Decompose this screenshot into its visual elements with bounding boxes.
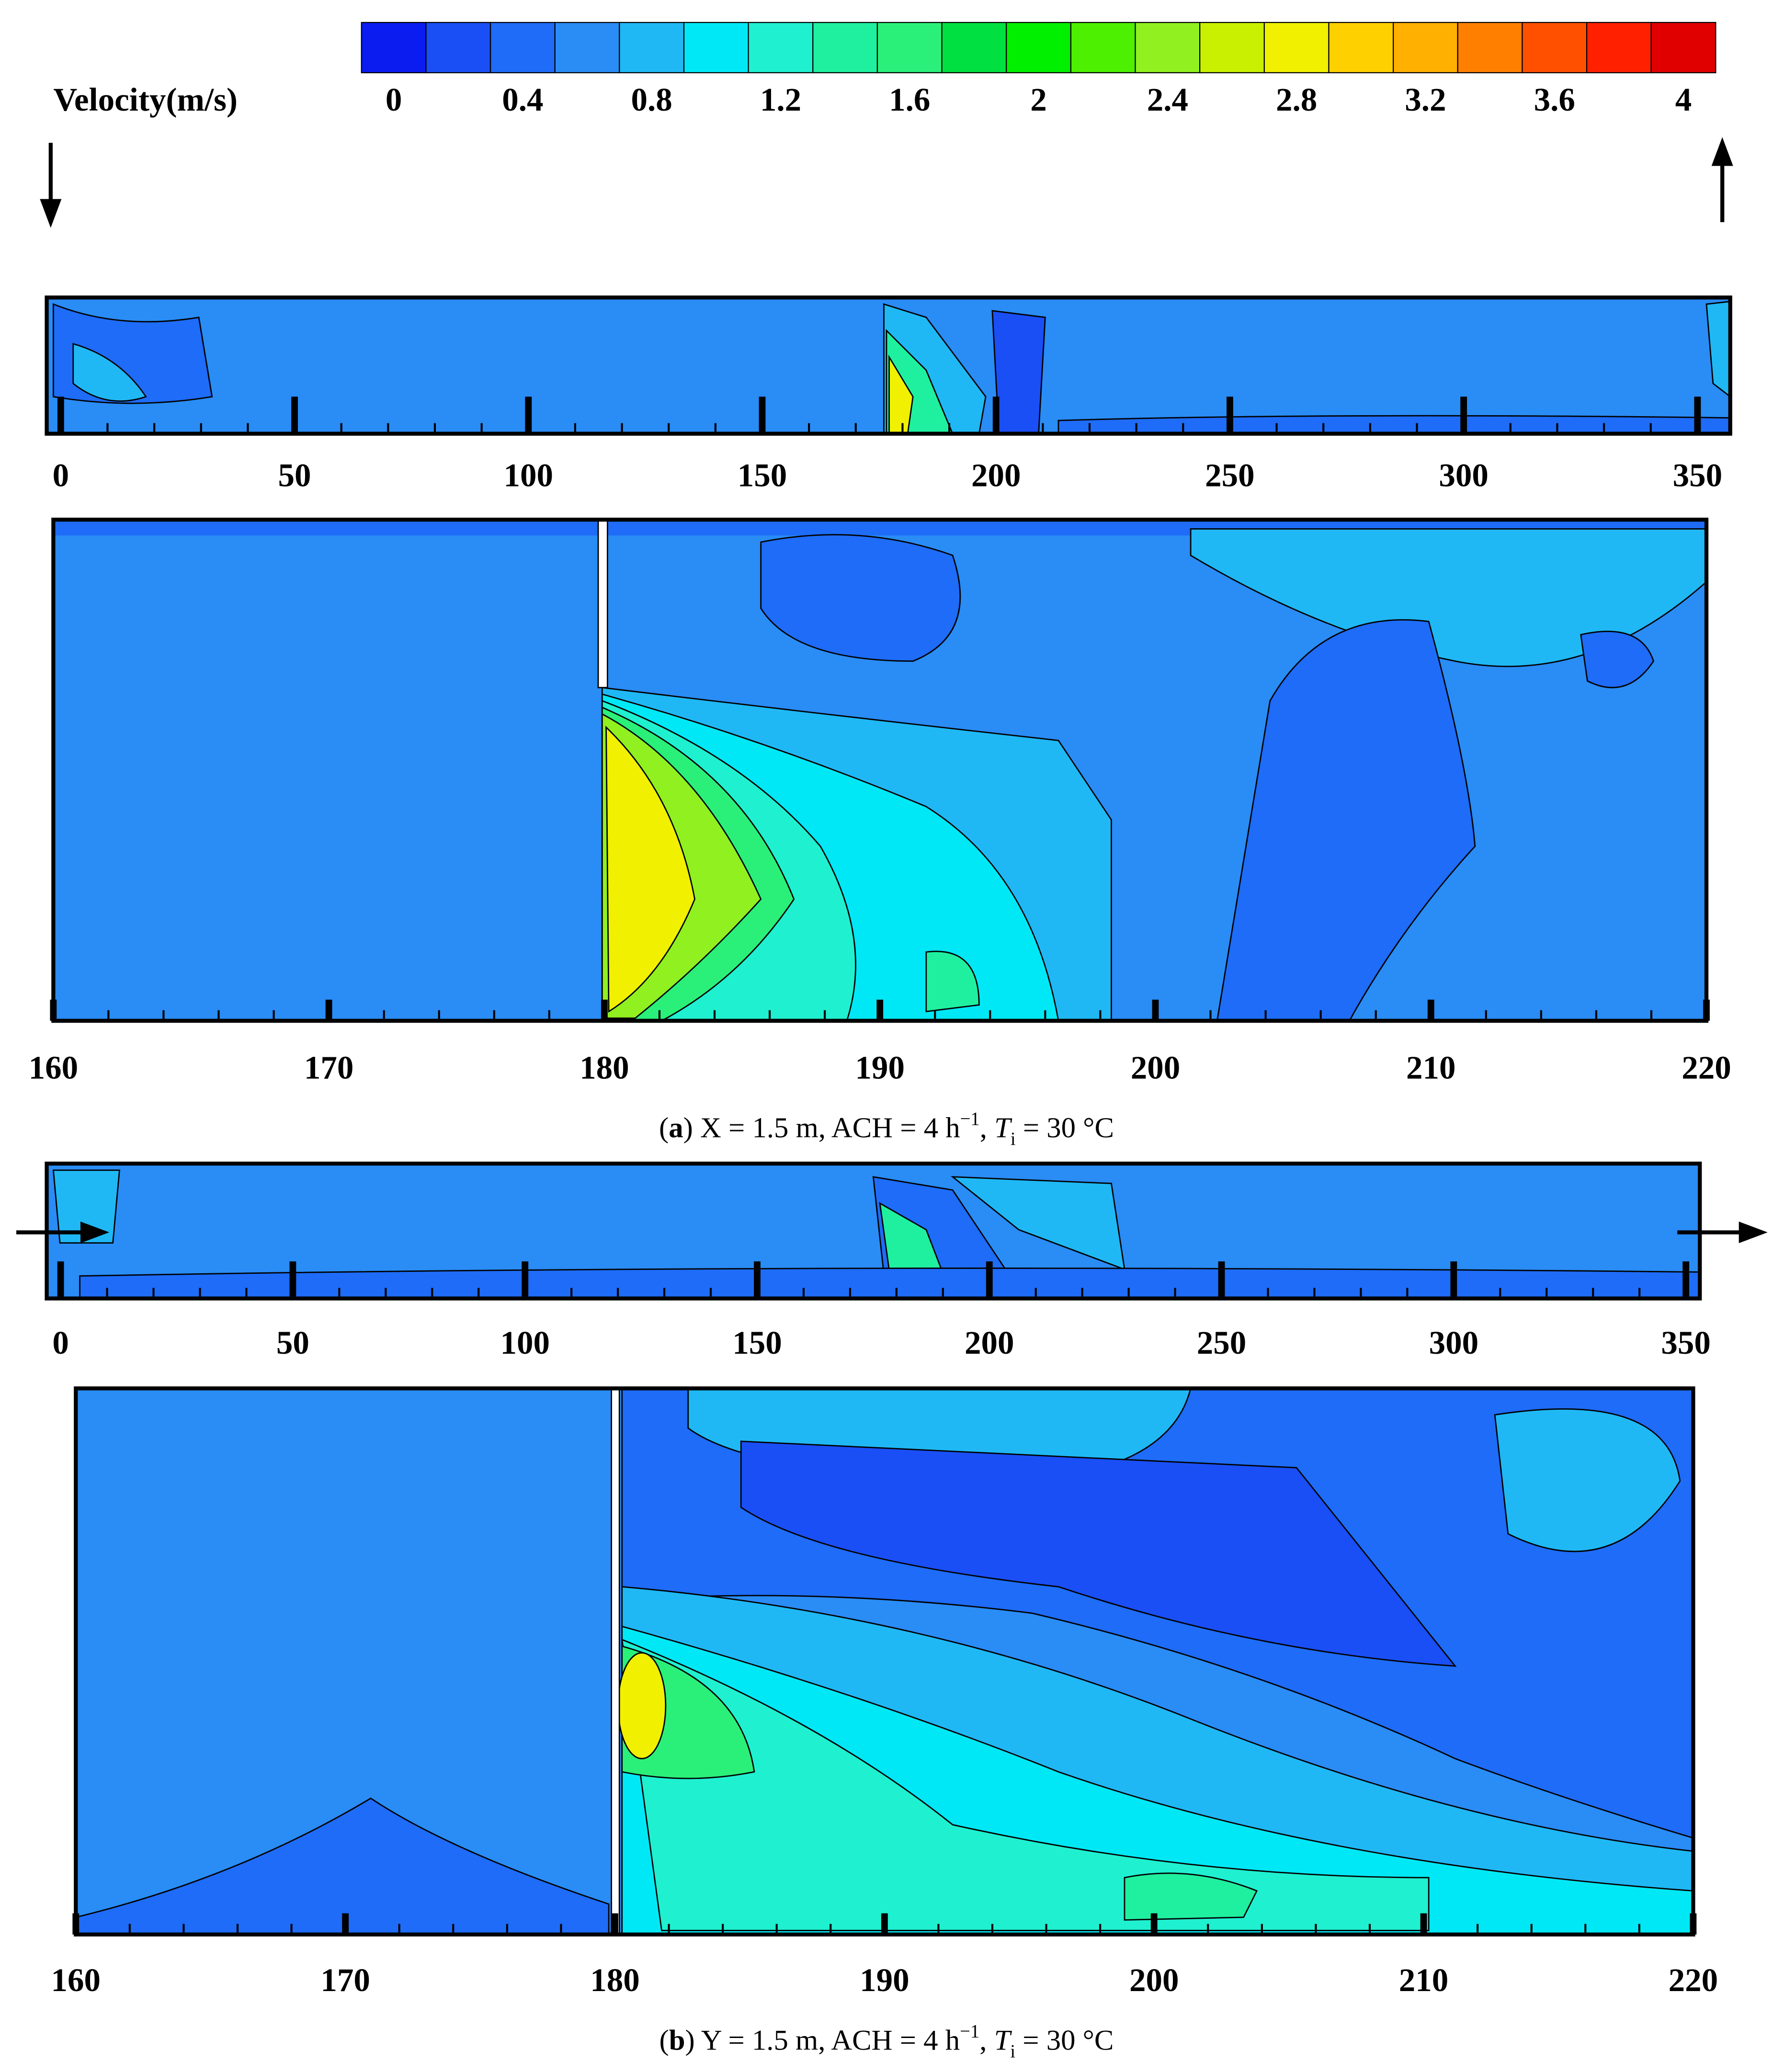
colorbar-swatch: [1457, 22, 1523, 73]
caption-part: T: [994, 1112, 1012, 1144]
x-tick-label: 200: [965, 1324, 1014, 1361]
x-tick-label: 180: [590, 1961, 640, 1998]
colorbar-swatch: [941, 22, 1007, 73]
colorbar-tick-label: 0: [386, 81, 402, 118]
caption-part: −1: [960, 2021, 979, 2041]
x-tick-label: 180: [580, 1049, 629, 1086]
x-tick-label: 350: [1673, 456, 1723, 493]
x-tick-label: 300: [1429, 1324, 1479, 1361]
x-tick-label: 220: [1682, 1049, 1731, 1086]
caption-part: i: [1011, 1129, 1016, 1149]
colorbar-swatch: [812, 22, 878, 73]
caption-part: = 30 °C: [1016, 1112, 1114, 1144]
x-tick-label: 160: [51, 1961, 101, 1998]
caption-part: a: [669, 1112, 683, 1144]
x-tick-label: 350: [1661, 1324, 1711, 1361]
colorbar-swatch: [1586, 22, 1652, 73]
caption: (a) X = 1.5 m, ACH = 4 h−1, Ti = 30 °C: [659, 1109, 1114, 1149]
caption-part: ,: [979, 2024, 994, 2056]
colorbar-swatch: [1006, 22, 1071, 73]
caption-part: (: [659, 2024, 669, 2056]
flow-arrows: [16, 137, 1768, 1244]
caption-part: = 30 °C: [1015, 2024, 1114, 2056]
x-tick-label: 210: [1406, 1049, 1456, 1086]
colorbar-swatch: [1199, 22, 1265, 73]
caption-part: (: [659, 1112, 669, 1144]
x-tick-label: 250: [1197, 1324, 1247, 1361]
caption: (b) Y = 1.5 m, ACH = 4 h−1, Ti = 30 °C: [659, 2021, 1114, 2061]
colorbar-title: Velocity(m/s): [53, 81, 238, 118]
caption-part: ,: [980, 1112, 994, 1144]
x-tick-label: 200: [1129, 1961, 1179, 1998]
caption-part: i: [1010, 2041, 1015, 2061]
caption-part: ) Y = 1.5 m, ACH = 4 h: [685, 2024, 960, 2056]
colorbar-swatch: [554, 22, 620, 73]
colorbar-swatch: [489, 22, 556, 73]
x-tick-label: 300: [1439, 456, 1489, 493]
x-tick-label: 170: [304, 1049, 354, 1086]
colorbar-tick-label: 2.4: [1147, 81, 1188, 118]
colorbar-swatch: [1328, 22, 1394, 73]
x-tick-label: 50: [278, 456, 311, 493]
x-tick-label: 150: [732, 1324, 782, 1361]
x-tick-label: 150: [738, 456, 787, 493]
caption-part: b: [669, 2024, 685, 2056]
colorbar-swatch: [1070, 22, 1136, 73]
x-tick-label: 0: [53, 456, 69, 493]
x-tick-label: 100: [500, 1324, 550, 1361]
contour-field: [53, 520, 1707, 1021]
x-tick-label: 160: [29, 1049, 79, 1086]
colorbar-swatch: [1135, 22, 1201, 73]
colorbar-tick-label: 2.8: [1276, 81, 1317, 118]
colorbar-swatch: [619, 22, 685, 73]
colorbar-tick-label: 3.2: [1405, 81, 1446, 118]
colorbar-swatch: [425, 22, 491, 73]
colorbar-tick-label: 3.6: [1534, 81, 1575, 118]
x-tick-label: 200: [1131, 1049, 1181, 1086]
colorbar-swatch: [1650, 22, 1716, 73]
colorbar-swatch: [683, 22, 749, 73]
contour-field: [76, 1388, 1693, 1935]
x-tick-label: 100: [504, 456, 554, 493]
colorbar-tick-label: 4: [1675, 81, 1692, 118]
contour-field: [46, 297, 1730, 434]
x-tick-label: 0: [52, 1324, 69, 1361]
contour-field: [46, 1163, 1700, 1299]
colorbar-swatch: [1263, 22, 1330, 73]
x-tick-label: 190: [855, 1049, 905, 1086]
plot-frame: [45, 295, 1732, 436]
colorbar-tick-label: 0.4: [502, 81, 543, 118]
x-tick-label: 220: [1669, 1961, 1718, 1998]
colorbar-swatch: [748, 22, 814, 73]
colorbar-swatch: [1522, 22, 1588, 73]
colorbar-swatch: [361, 22, 427, 73]
x-tick-label: 200: [971, 456, 1021, 493]
x-tick-label: 190: [860, 1961, 909, 1998]
colorbar-tick-label: 1.2: [760, 81, 801, 118]
caption-part: ) X = 1.5 m, ACH = 4 h: [683, 1112, 960, 1144]
colorbar-tick-label: 1.6: [889, 81, 930, 118]
x-tick-label: 50: [276, 1324, 309, 1361]
caption-part: T: [994, 2024, 1012, 2056]
colorbar-tick-label: 0.8: [631, 81, 672, 118]
colorbar-swatch: [1393, 22, 1458, 73]
x-tick-label: 210: [1399, 1961, 1449, 1998]
colorbar-swatch: [876, 22, 943, 73]
caption-part: −1: [960, 1109, 980, 1129]
x-tick-label: 250: [1205, 456, 1255, 493]
colorbar-tick-label: 2: [1030, 81, 1047, 118]
x-tick-label: 170: [320, 1961, 370, 1998]
